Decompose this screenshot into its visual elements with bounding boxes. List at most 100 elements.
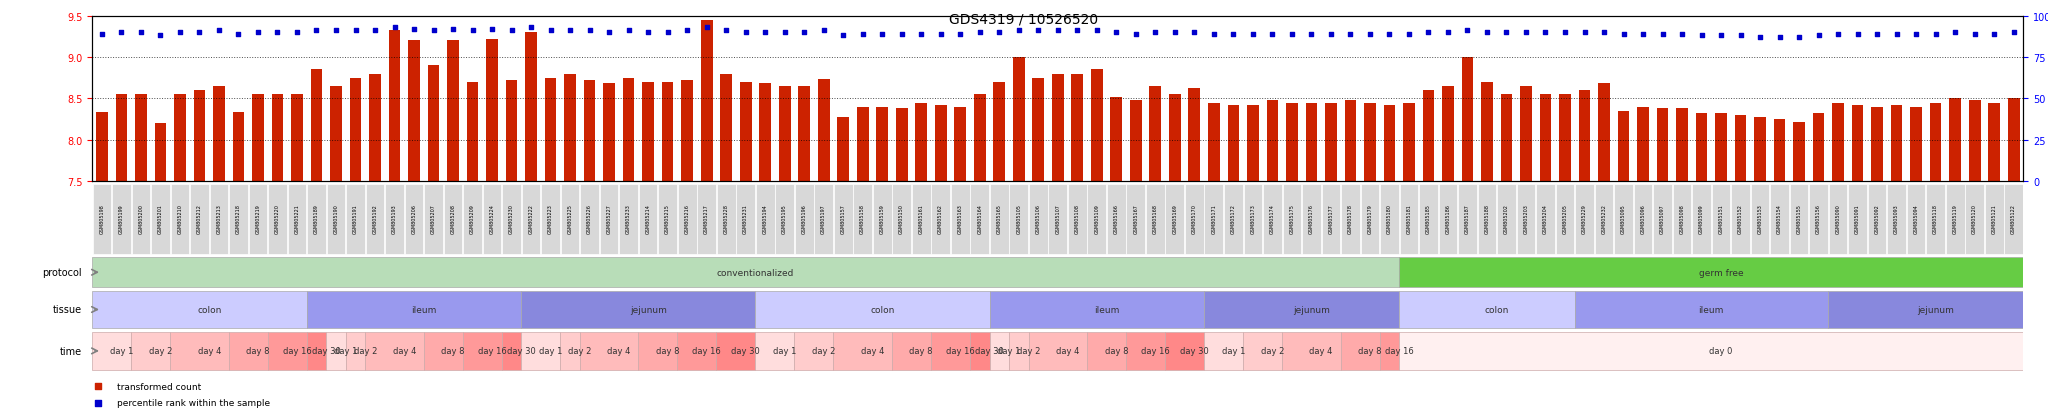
FancyBboxPatch shape xyxy=(580,185,598,254)
Bar xyxy=(463,332,502,370)
Text: GSM805205: GSM805205 xyxy=(1563,204,1567,234)
Bar xyxy=(1341,332,1380,370)
Point xyxy=(1608,31,1640,38)
Point xyxy=(182,30,215,36)
Bar xyxy=(1462,58,1473,182)
Text: GSM805176: GSM805176 xyxy=(1309,204,1315,234)
FancyBboxPatch shape xyxy=(326,185,346,254)
Bar xyxy=(170,332,229,370)
FancyBboxPatch shape xyxy=(1769,185,1790,254)
Bar xyxy=(174,95,186,182)
FancyBboxPatch shape xyxy=(152,185,170,254)
Point xyxy=(86,31,119,38)
FancyBboxPatch shape xyxy=(1536,185,1554,254)
FancyBboxPatch shape xyxy=(346,185,365,254)
Point xyxy=(358,28,391,35)
FancyBboxPatch shape xyxy=(854,185,872,254)
Text: GSM805185: GSM805185 xyxy=(1425,204,1432,234)
Bar xyxy=(252,95,264,182)
Text: GSM805230: GSM805230 xyxy=(510,204,514,234)
Bar xyxy=(975,95,985,182)
Text: germ free: germ free xyxy=(1698,268,1743,277)
FancyBboxPatch shape xyxy=(1868,185,1886,254)
FancyBboxPatch shape xyxy=(1790,185,1808,254)
FancyBboxPatch shape xyxy=(1360,185,1378,254)
Text: GSM805170: GSM805170 xyxy=(1192,204,1196,234)
Text: GSM805151: GSM805151 xyxy=(1718,204,1724,234)
Bar xyxy=(739,83,752,182)
Bar xyxy=(233,113,244,182)
FancyBboxPatch shape xyxy=(522,185,541,254)
Text: GSM805154: GSM805154 xyxy=(1778,204,1782,234)
Point xyxy=(475,26,508,33)
Bar xyxy=(834,332,893,370)
FancyBboxPatch shape xyxy=(1653,185,1671,254)
Bar xyxy=(989,291,1204,328)
Point xyxy=(143,33,176,40)
Bar xyxy=(934,106,946,182)
Point xyxy=(672,28,705,35)
Bar xyxy=(350,78,360,182)
FancyBboxPatch shape xyxy=(1966,185,1985,254)
Bar xyxy=(856,107,868,182)
Bar xyxy=(1597,84,1610,182)
Bar xyxy=(932,332,971,370)
Text: GSM805161: GSM805161 xyxy=(920,204,924,234)
Point xyxy=(1823,31,1855,38)
Text: ileum: ileum xyxy=(1094,305,1120,314)
Bar xyxy=(92,291,307,328)
Text: GSM805090: GSM805090 xyxy=(1835,204,1841,234)
FancyBboxPatch shape xyxy=(1321,185,1339,254)
Bar xyxy=(1481,83,1493,182)
Text: GSM805195: GSM805195 xyxy=(782,204,786,234)
Text: GSM805208: GSM805208 xyxy=(451,204,455,234)
Point xyxy=(340,28,373,35)
Text: day 16: day 16 xyxy=(1141,347,1169,356)
Text: GSM805098: GSM805098 xyxy=(1679,204,1686,234)
Text: day 8: day 8 xyxy=(655,347,680,356)
Bar xyxy=(954,107,967,182)
Text: GSM805164: GSM805164 xyxy=(977,204,983,234)
FancyBboxPatch shape xyxy=(971,185,989,254)
Point xyxy=(1255,31,1288,38)
Text: GSM805216: GSM805216 xyxy=(684,204,690,234)
Point xyxy=(164,30,197,36)
FancyBboxPatch shape xyxy=(1303,185,1321,254)
Text: GSM805192: GSM805192 xyxy=(373,204,377,234)
FancyBboxPatch shape xyxy=(444,185,463,254)
Bar xyxy=(623,78,635,182)
Point xyxy=(807,28,840,35)
Bar xyxy=(522,332,561,370)
Bar xyxy=(307,291,522,328)
Text: transformed count: transformed count xyxy=(117,382,201,391)
FancyBboxPatch shape xyxy=(502,185,520,254)
Text: day 8: day 8 xyxy=(246,347,270,356)
Bar xyxy=(1851,106,1864,182)
Bar xyxy=(307,332,326,370)
Text: GSM805099: GSM805099 xyxy=(1700,204,1704,234)
Point xyxy=(788,30,821,36)
Text: GSM805233: GSM805233 xyxy=(627,204,631,234)
Text: GSM805179: GSM805179 xyxy=(1368,204,1372,234)
Bar xyxy=(1403,103,1415,182)
Point xyxy=(905,31,938,38)
Bar xyxy=(817,80,829,182)
FancyBboxPatch shape xyxy=(893,185,911,254)
Text: GSM805219: GSM805219 xyxy=(256,204,260,234)
Bar xyxy=(1126,332,1165,370)
Point xyxy=(1880,31,1913,38)
Point xyxy=(1587,30,1620,36)
Text: GSM805108: GSM805108 xyxy=(1075,204,1079,234)
Bar xyxy=(799,87,811,182)
Bar xyxy=(1579,91,1591,182)
FancyBboxPatch shape xyxy=(1888,185,1907,254)
Text: day 1: day 1 xyxy=(111,347,133,356)
Text: GSM805167: GSM805167 xyxy=(1133,204,1139,234)
FancyBboxPatch shape xyxy=(1692,185,1710,254)
Text: day 30: day 30 xyxy=(508,347,537,356)
Bar xyxy=(877,107,889,182)
Text: percentile rank within the sample: percentile rank within the sample xyxy=(117,398,270,407)
FancyBboxPatch shape xyxy=(1751,185,1769,254)
Bar xyxy=(682,81,692,182)
Bar xyxy=(1399,332,2023,370)
